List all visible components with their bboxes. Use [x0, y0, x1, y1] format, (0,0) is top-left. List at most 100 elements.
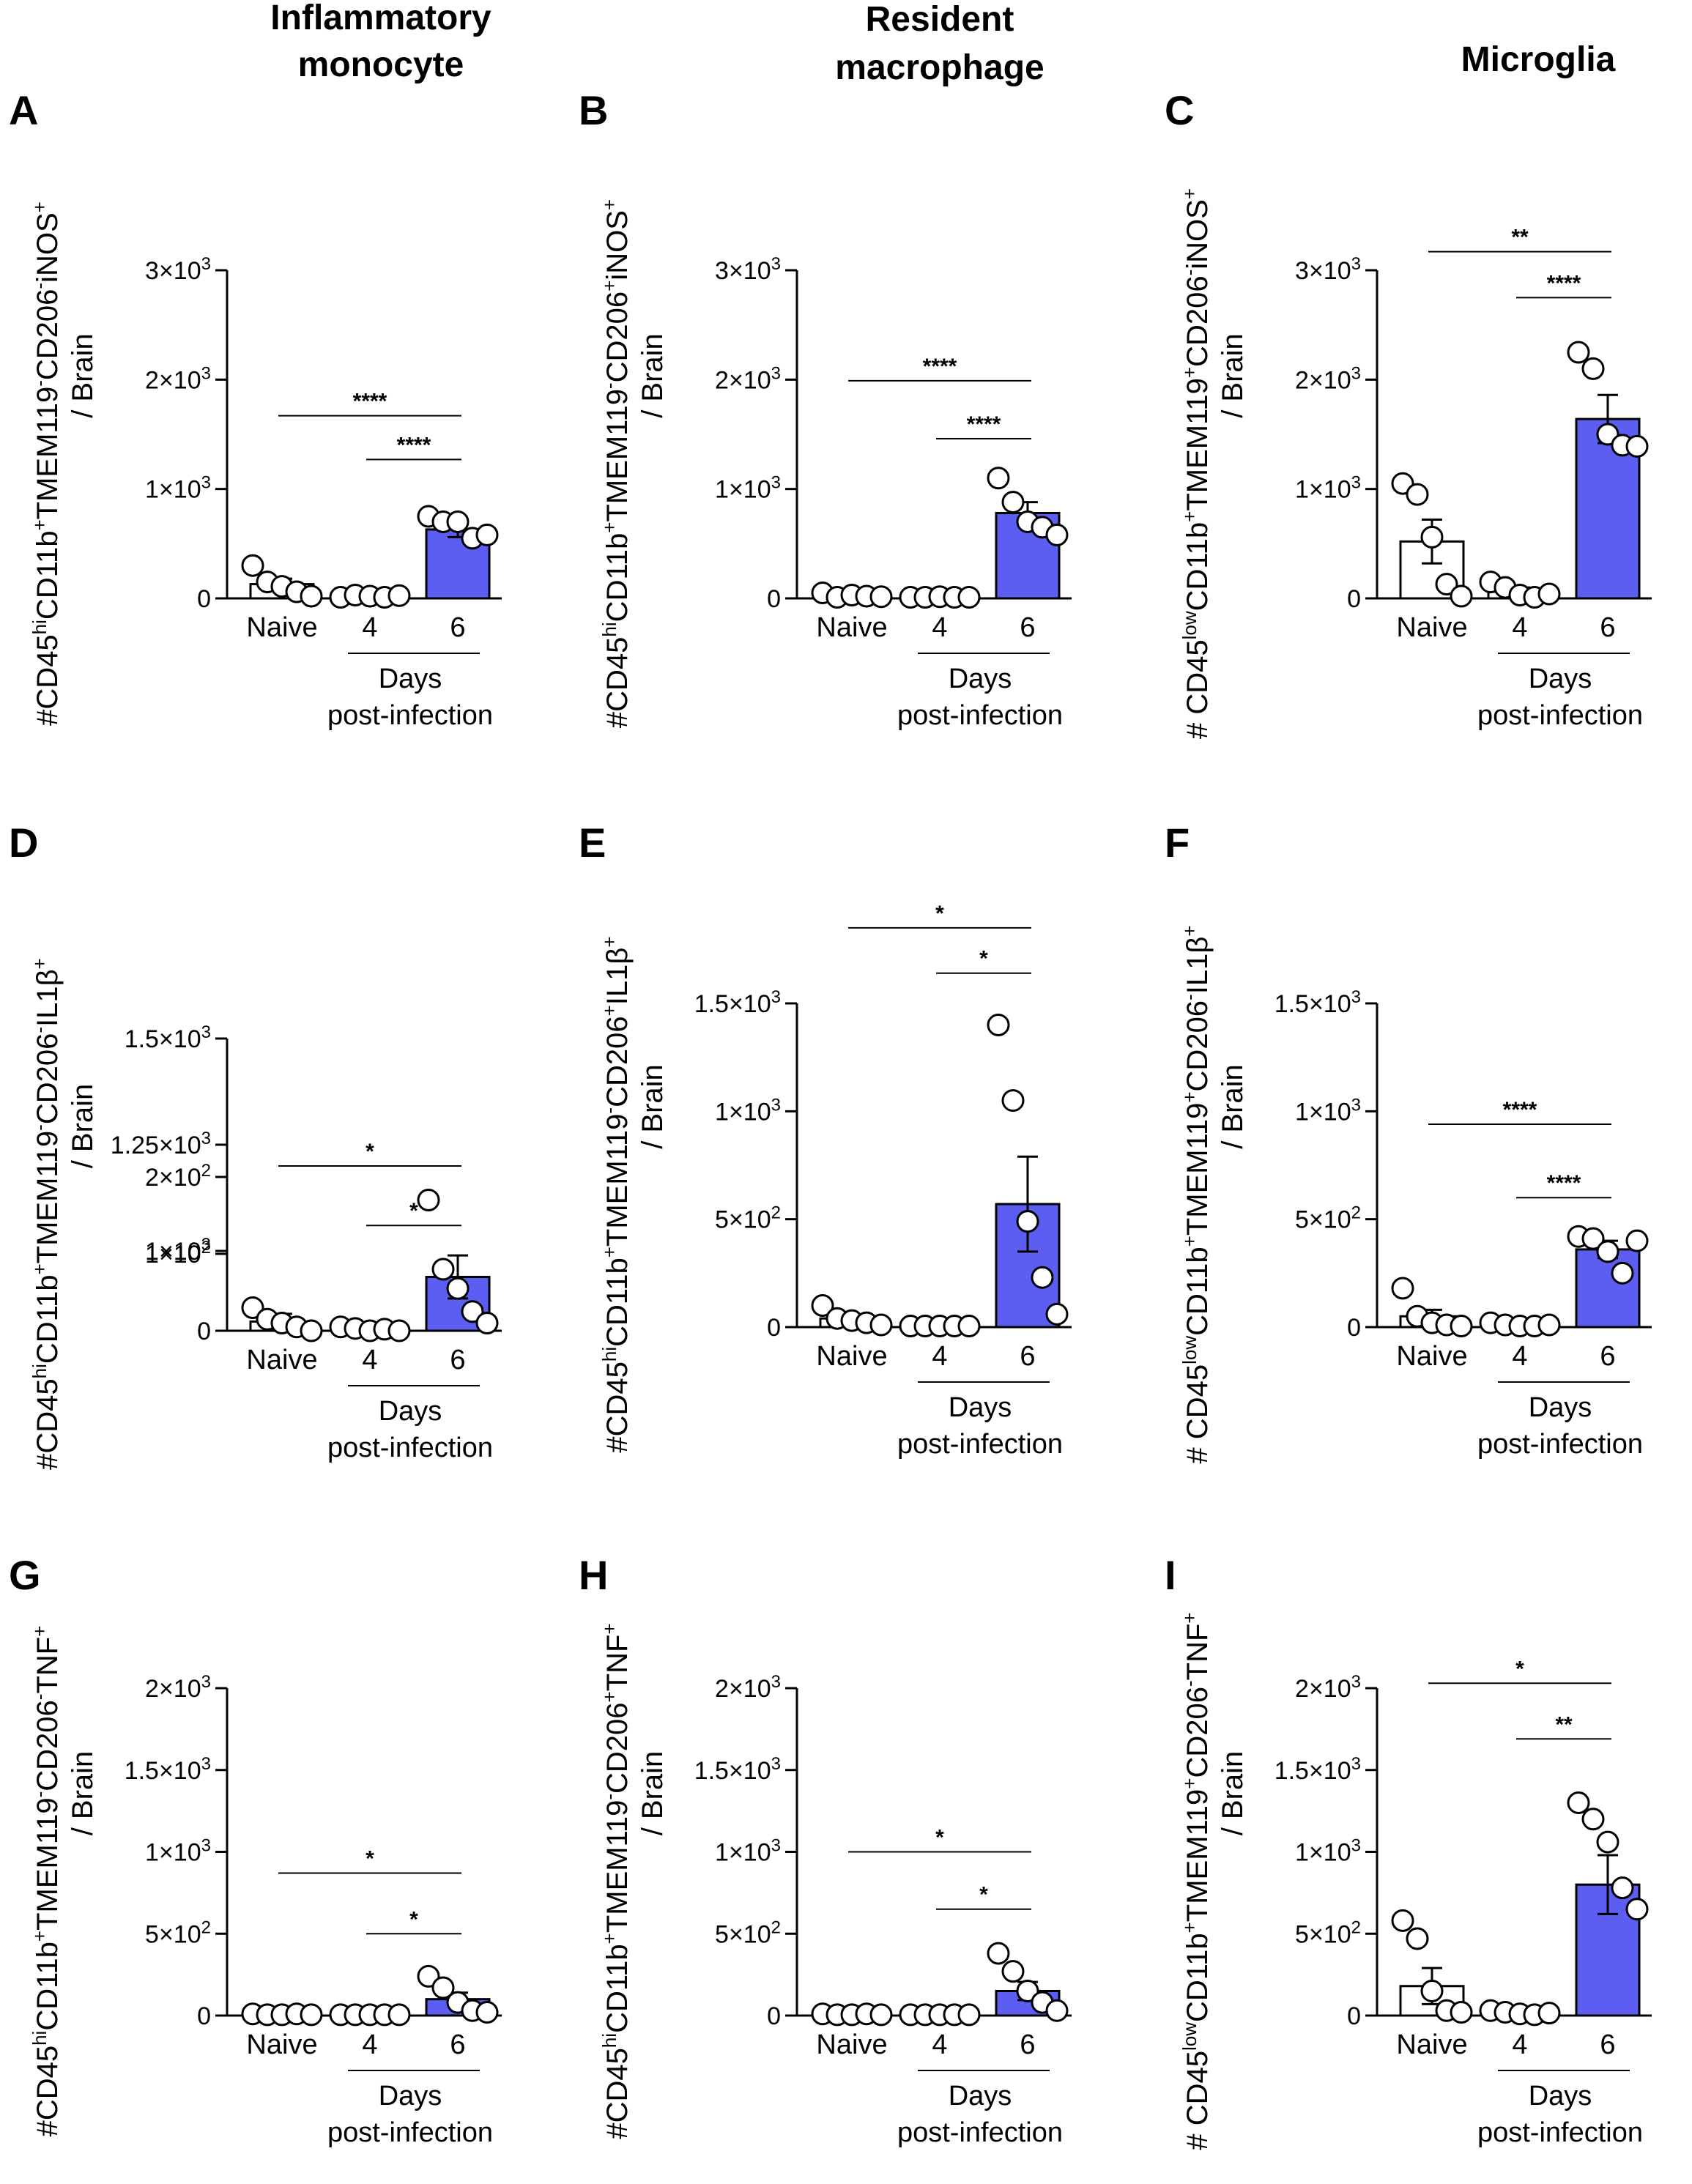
data-point — [1596, 1830, 1619, 1854]
y-tick-label: 3×103 — [715, 254, 781, 286]
data-point — [1045, 1302, 1069, 1326]
significance-label: * — [409, 1907, 418, 1931]
data-point — [957, 586, 981, 609]
x-tick-label: Naive — [246, 2029, 317, 2060]
data-point — [387, 1319, 411, 1342]
y-axis-label-unit: / Brain — [67, 333, 99, 418]
y-axis-label: #CD45hiCD11b+TMEM119-CD206-iNOS+ — [29, 201, 64, 726]
x-tick-label: 6 — [1600, 612, 1615, 643]
x-axis-label: post-infection — [327, 700, 493, 731]
y-axis-label: #CD45hiCD11b+TMEM119-CD206+IL1β+ — [598, 936, 634, 1452]
data-point — [475, 1312, 499, 1334]
y-tick-label: 0 — [197, 1318, 211, 1345]
x-tick-label: 6 — [1020, 2029, 1035, 2060]
y-tick-label: 1.5×103 — [125, 1753, 211, 1785]
data-point — [1537, 582, 1561, 606]
data-point — [1611, 1876, 1634, 1900]
x-axis-label: Days — [1529, 1392, 1592, 1423]
y-tick-label: 5×102 — [145, 1917, 211, 1949]
panel-letter: B — [579, 87, 608, 133]
column-title: Resident — [866, 0, 1014, 39]
y-axis-label-unit: / Brain — [637, 1064, 669, 1149]
y-tick-label: 1.5×103 — [694, 987, 781, 1019]
y-tick-label: 1×103 — [145, 1835, 211, 1867]
significance-label: * — [979, 947, 988, 971]
panel-letter: F — [1165, 820, 1190, 866]
y-tick-label: 2×102 — [145, 1161, 211, 1192]
x-tick-label: 4 — [1512, 1341, 1527, 1372]
data-point — [1031, 1266, 1054, 1289]
x-tick-label: 4 — [362, 1345, 377, 1375]
x-tick-label: 4 — [932, 2029, 947, 2060]
x-axis-label: Days — [949, 1392, 1012, 1423]
y-tick-label: 0 — [197, 2002, 211, 2030]
significance-label: * — [409, 1199, 418, 1223]
x-tick-label: 6 — [1020, 612, 1035, 643]
data-point — [1581, 1227, 1605, 1250]
y-axis-label-unit: / Brain — [67, 1751, 99, 1836]
x-tick-label: Naive — [246, 612, 317, 643]
column-title: Inflammatory — [270, 0, 491, 37]
data-point — [1625, 1898, 1649, 1921]
data-point — [241, 554, 264, 577]
x-axis-label: post-infection — [1477, 700, 1643, 731]
x-tick-label: 6 — [1600, 2029, 1615, 2060]
y-tick-label: 5×102 — [715, 1203, 781, 1234]
significance-label: **** — [967, 412, 1001, 437]
data-point — [300, 584, 323, 608]
significance-label: * — [935, 1826, 944, 1850]
y-tick-label: 0 — [1347, 1314, 1361, 1342]
data-point — [387, 584, 411, 607]
significance-label: * — [366, 1847, 374, 1871]
y-axis-label: #CD45hiCD11b+TMEM119-CD206+TNF+ — [598, 1623, 634, 2139]
y-axis-label-unit: / Brain — [637, 1751, 669, 1836]
y-tick-label: 2×103 — [1295, 1672, 1361, 1704]
x-axis-label: post-infection — [1477, 1429, 1643, 1460]
y-tick-label: 5×102 — [1295, 1203, 1361, 1234]
data-point — [300, 2003, 323, 2027]
x-tick-label: Naive — [816, 612, 887, 643]
y-tick-label: 2×103 — [715, 363, 781, 395]
data-point — [1450, 1315, 1473, 1338]
x-tick-label: Naive — [816, 1341, 887, 1372]
data-point — [1391, 1909, 1414, 1932]
y-tick-label: 3×103 — [145, 254, 211, 286]
x-axis-label: Days — [379, 1396, 442, 1427]
significance-label: * — [979, 1883, 988, 1907]
panel-letter: D — [9, 820, 38, 866]
y-axis-label: # CD45lowCD11b+TMEM119+CD206-IL1β+ — [1179, 925, 1214, 1463]
data-point — [1420, 1979, 1444, 2002]
y-tick-label: 1×102 — [145, 1238, 211, 1269]
data-point — [1537, 2002, 1561, 2025]
data-point — [1611, 1261, 1634, 1285]
data-point — [1391, 1277, 1414, 1300]
data-point — [869, 585, 893, 609]
panel-letter: H — [579, 1552, 608, 1598]
significance-label: **** — [397, 433, 431, 457]
y-tick-label: 0 — [767, 2002, 781, 2030]
x-axis-label: Days — [949, 664, 1012, 694]
data-point — [957, 1315, 981, 1338]
y-tick-label: 2×103 — [1295, 363, 1361, 395]
y-tick-label: 1×103 — [715, 472, 781, 504]
y-axis-label-unit: / Brain — [1217, 1064, 1249, 1149]
y-tick-label: 1×103 — [145, 472, 211, 504]
x-axis-label: post-infection — [897, 2117, 1063, 2148]
column-title: monocyte — [298, 45, 464, 84]
x-axis-label: post-infection — [897, 1429, 1063, 1460]
y-tick-label: 1.5×103 — [1274, 1753, 1361, 1785]
y-tick-label: 1.25×103 — [111, 1129, 211, 1160]
data-point — [1016, 1210, 1039, 1233]
y-tick-label: 1.5×103 — [1274, 987, 1361, 1019]
significance-label: **** — [1503, 1098, 1537, 1122]
y-tick-label: 2×103 — [145, 1672, 211, 1704]
significance-label: ** — [1511, 226, 1529, 250]
data-point — [1581, 357, 1605, 380]
data-point — [1567, 1791, 1590, 1814]
data-point — [1001, 491, 1025, 514]
x-tick-label: 4 — [362, 2029, 377, 2060]
significance-label: **** — [1547, 271, 1581, 295]
data-point — [387, 2003, 411, 2027]
panel-letter: I — [1165, 1552, 1176, 1598]
y-axis-label: #CD45hiCD11b+TMEM119-CD206-TNF+ — [29, 1626, 64, 2137]
